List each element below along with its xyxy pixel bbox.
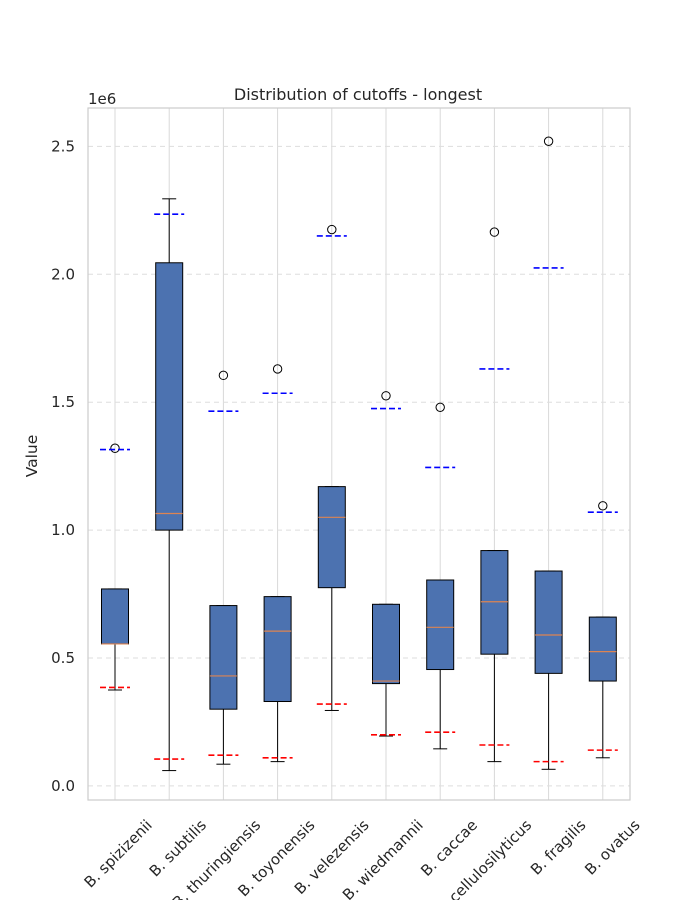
iqr-box (588, 616, 617, 682)
outlier-point (598, 501, 608, 511)
y-tick-label: 0.0 (51, 777, 75, 795)
iqr-box (534, 570, 563, 674)
box-group (262, 364, 293, 763)
iqr-box (209, 605, 238, 710)
y-scale-label: 1e6 (88, 90, 116, 108)
box-group (371, 391, 401, 737)
box-group (154, 198, 185, 772)
y-tick-label: 2.5 (51, 137, 75, 155)
box-group (587, 501, 618, 759)
box-group (479, 227, 510, 763)
y-tick-label: 1.5 (51, 393, 75, 411)
iqr-box (372, 603, 400, 685)
x-tick-label: B. spizizenii (81, 816, 156, 891)
grid-layer (88, 108, 630, 800)
x-tick-label: B. ovatus (581, 816, 644, 879)
box-group (533, 136, 564, 770)
iqr-box (263, 596, 292, 703)
outlier-point (543, 136, 554, 146)
box-group (100, 443, 130, 691)
outlier-point (435, 402, 445, 413)
x-tick-label: B. fragilis (527, 816, 590, 879)
y-tick-label: 1.0 (51, 521, 75, 539)
outlier-point (110, 443, 120, 453)
box-group (425, 402, 456, 750)
outlier-point (218, 370, 229, 381)
box-group (208, 370, 239, 765)
outlier-point (327, 224, 337, 235)
plot-frame (87, 107, 631, 801)
outlier-point (381, 391, 391, 401)
iqr-box (155, 262, 184, 531)
box-group (316, 224, 347, 711)
iqr-box (426, 579, 455, 671)
y-tick-label: 0.5 (51, 649, 75, 667)
marks-layer (100, 136, 618, 772)
outlier-point (489, 227, 500, 237)
outlier-point (272, 364, 283, 374)
y-axis-label: Value (23, 435, 41, 478)
iqr-box (480, 550, 509, 655)
chart-title: Distribution of cutoffs - longest (234, 85, 482, 104)
iqr-box (317, 486, 346, 589)
iqr-box (101, 588, 129, 645)
y-tick-label: 2.0 (51, 265, 75, 283)
